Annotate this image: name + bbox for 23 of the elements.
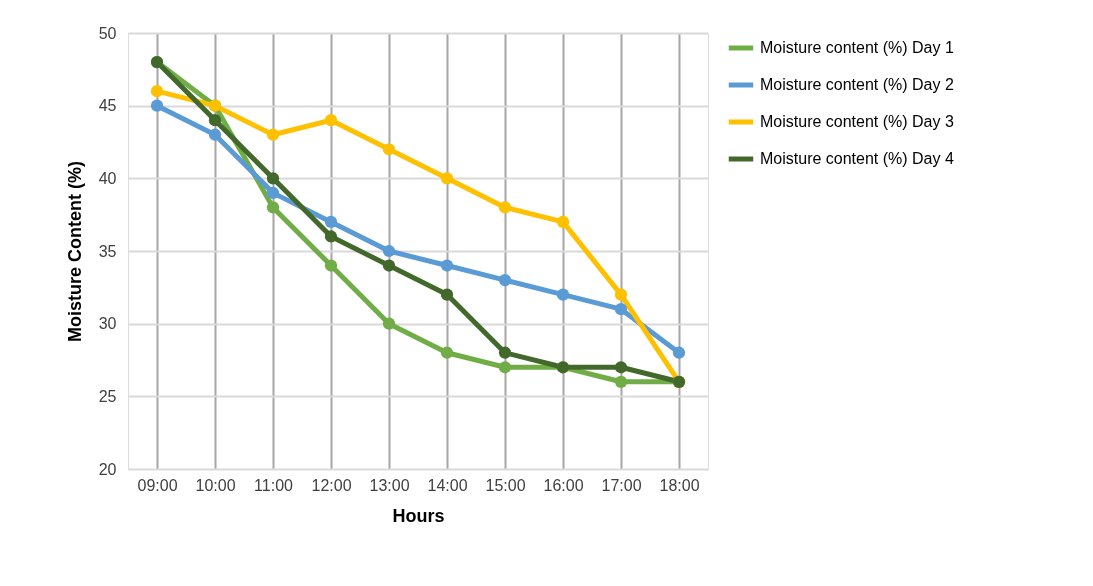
x-tick-label: 12:00 [311, 476, 352, 494]
x-tick-label: 15:00 [485, 476, 526, 494]
y-tick-label: 35 [98, 242, 117, 260]
legend-label: Moisture content (%) Day 4 [760, 150, 954, 167]
x-tick-label: 17:00 [601, 476, 642, 494]
legend-label: Moisture content (%) Day 3 [760, 113, 954, 130]
y-tick-label: 45 [98, 97, 117, 115]
x-axis-title: Hours [392, 505, 445, 526]
y-tick-label: 25 [98, 387, 117, 405]
x-tick-label: 10:00 [195, 476, 236, 494]
x-tick-label: 16:00 [543, 476, 584, 494]
x-tick-label: 18:00 [659, 476, 700, 494]
y-tick-label: 30 [98, 315, 117, 333]
x-tick-label: 13:00 [369, 476, 410, 494]
x-tick-label: 14:00 [427, 476, 468, 494]
x-tick-label: 09:00 [137, 476, 178, 494]
y-tick-label: 50 [98, 24, 117, 42]
y-tick-label: 40 [98, 169, 117, 187]
legend-label: Moisture content (%) Day 1 [760, 39, 954, 56]
y-tick-label: 20 [98, 460, 117, 478]
legend-label: Moisture content (%) Day 2 [760, 76, 954, 93]
y-axis-title: Moisture Content (%) [64, 161, 85, 342]
x-tick-label: 11:00 [254, 476, 294, 494]
